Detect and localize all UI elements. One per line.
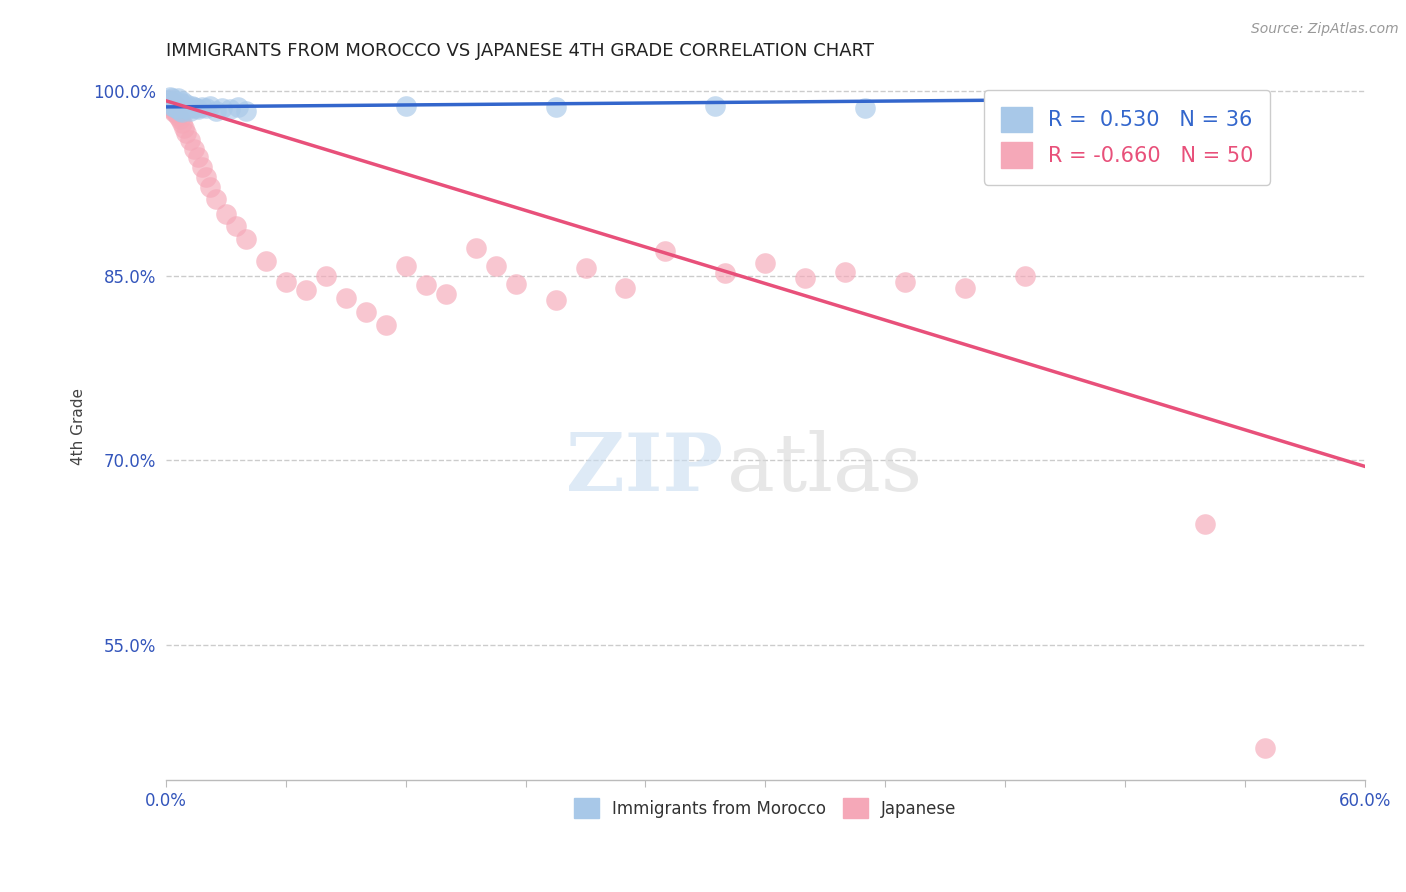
Point: [194, 170, 217, 185]
Point: [834, 265, 856, 279]
Point: [187, 150, 209, 164]
Point: [395, 98, 418, 112]
Legend: Immigrants from Morocco, Japanese: Immigrants from Morocco, Japanese: [568, 791, 963, 825]
Point: [160, 91, 183, 105]
Point: [654, 244, 676, 258]
Point: [160, 98, 183, 112]
Point: [953, 281, 976, 295]
Point: [211, 101, 233, 115]
Point: [160, 95, 183, 109]
Point: [274, 275, 297, 289]
Point: [163, 104, 186, 119]
Point: [179, 103, 201, 118]
Point: [704, 98, 727, 112]
Point: [574, 261, 596, 276]
Point: [173, 120, 195, 135]
Point: [1014, 268, 1036, 283]
Point: [194, 101, 217, 115]
Point: [894, 275, 917, 289]
Point: [169, 103, 191, 118]
Point: [1254, 741, 1277, 756]
Point: [614, 281, 637, 295]
Point: [165, 95, 187, 109]
Point: [173, 101, 195, 115]
Point: [294, 283, 316, 297]
Point: [160, 103, 183, 117]
Point: [184, 101, 207, 115]
Point: [205, 103, 228, 118]
Point: [1194, 517, 1216, 532]
Point: [544, 293, 567, 308]
Point: [505, 277, 527, 292]
Point: [177, 103, 200, 117]
Point: [165, 101, 187, 115]
Point: [544, 100, 567, 114]
Text: ZIP: ZIP: [567, 430, 724, 508]
Point: [169, 95, 191, 109]
Point: [167, 91, 190, 105]
Point: [169, 112, 191, 127]
Point: [165, 106, 187, 120]
Point: [165, 98, 187, 112]
Point: [167, 103, 190, 117]
Point: [163, 100, 186, 114]
Point: [198, 180, 221, 194]
Point: [994, 97, 1017, 112]
Point: [484, 259, 506, 273]
Point: [159, 98, 181, 112]
Point: [374, 318, 396, 332]
Point: [183, 100, 205, 114]
Point: [254, 253, 277, 268]
Point: [754, 256, 776, 270]
Point: [235, 103, 257, 118]
Point: [174, 97, 197, 112]
Point: [395, 259, 418, 273]
Point: [205, 192, 228, 206]
Point: [191, 100, 214, 114]
Point: [179, 133, 201, 147]
Point: [170, 94, 193, 108]
Point: [167, 109, 190, 123]
Point: [183, 142, 205, 156]
Point: [170, 104, 193, 119]
Point: [159, 90, 181, 104]
Y-axis label: 4th Grade: 4th Grade: [72, 388, 86, 465]
Point: [226, 100, 249, 114]
Text: Source: ZipAtlas.com: Source: ZipAtlas.com: [1251, 22, 1399, 37]
Point: [159, 93, 181, 107]
Point: [354, 305, 377, 319]
Point: [187, 103, 209, 117]
Text: atlas: atlas: [727, 430, 922, 508]
Point: [156, 93, 179, 107]
Point: [235, 232, 257, 246]
Point: [714, 266, 737, 280]
Point: [794, 271, 817, 285]
Point: [315, 268, 337, 283]
Point: [215, 207, 238, 221]
Point: [218, 103, 240, 117]
Point: [156, 96, 179, 111]
Point: [191, 160, 214, 174]
Point: [464, 242, 486, 256]
Point: [170, 116, 193, 130]
Point: [434, 287, 457, 301]
Point: [159, 96, 181, 111]
Point: [180, 98, 202, 112]
Point: [225, 219, 247, 234]
Point: [415, 278, 437, 293]
Point: [198, 98, 221, 112]
Point: [174, 126, 197, 140]
Text: IMMIGRANTS FROM MOROCCO VS JAPANESE 4TH GRADE CORRELATION CHART: IMMIGRANTS FROM MOROCCO VS JAPANESE 4TH …: [166, 42, 875, 60]
Point: [335, 291, 357, 305]
Point: [853, 101, 876, 115]
Point: [163, 94, 186, 108]
Point: [163, 97, 186, 112]
